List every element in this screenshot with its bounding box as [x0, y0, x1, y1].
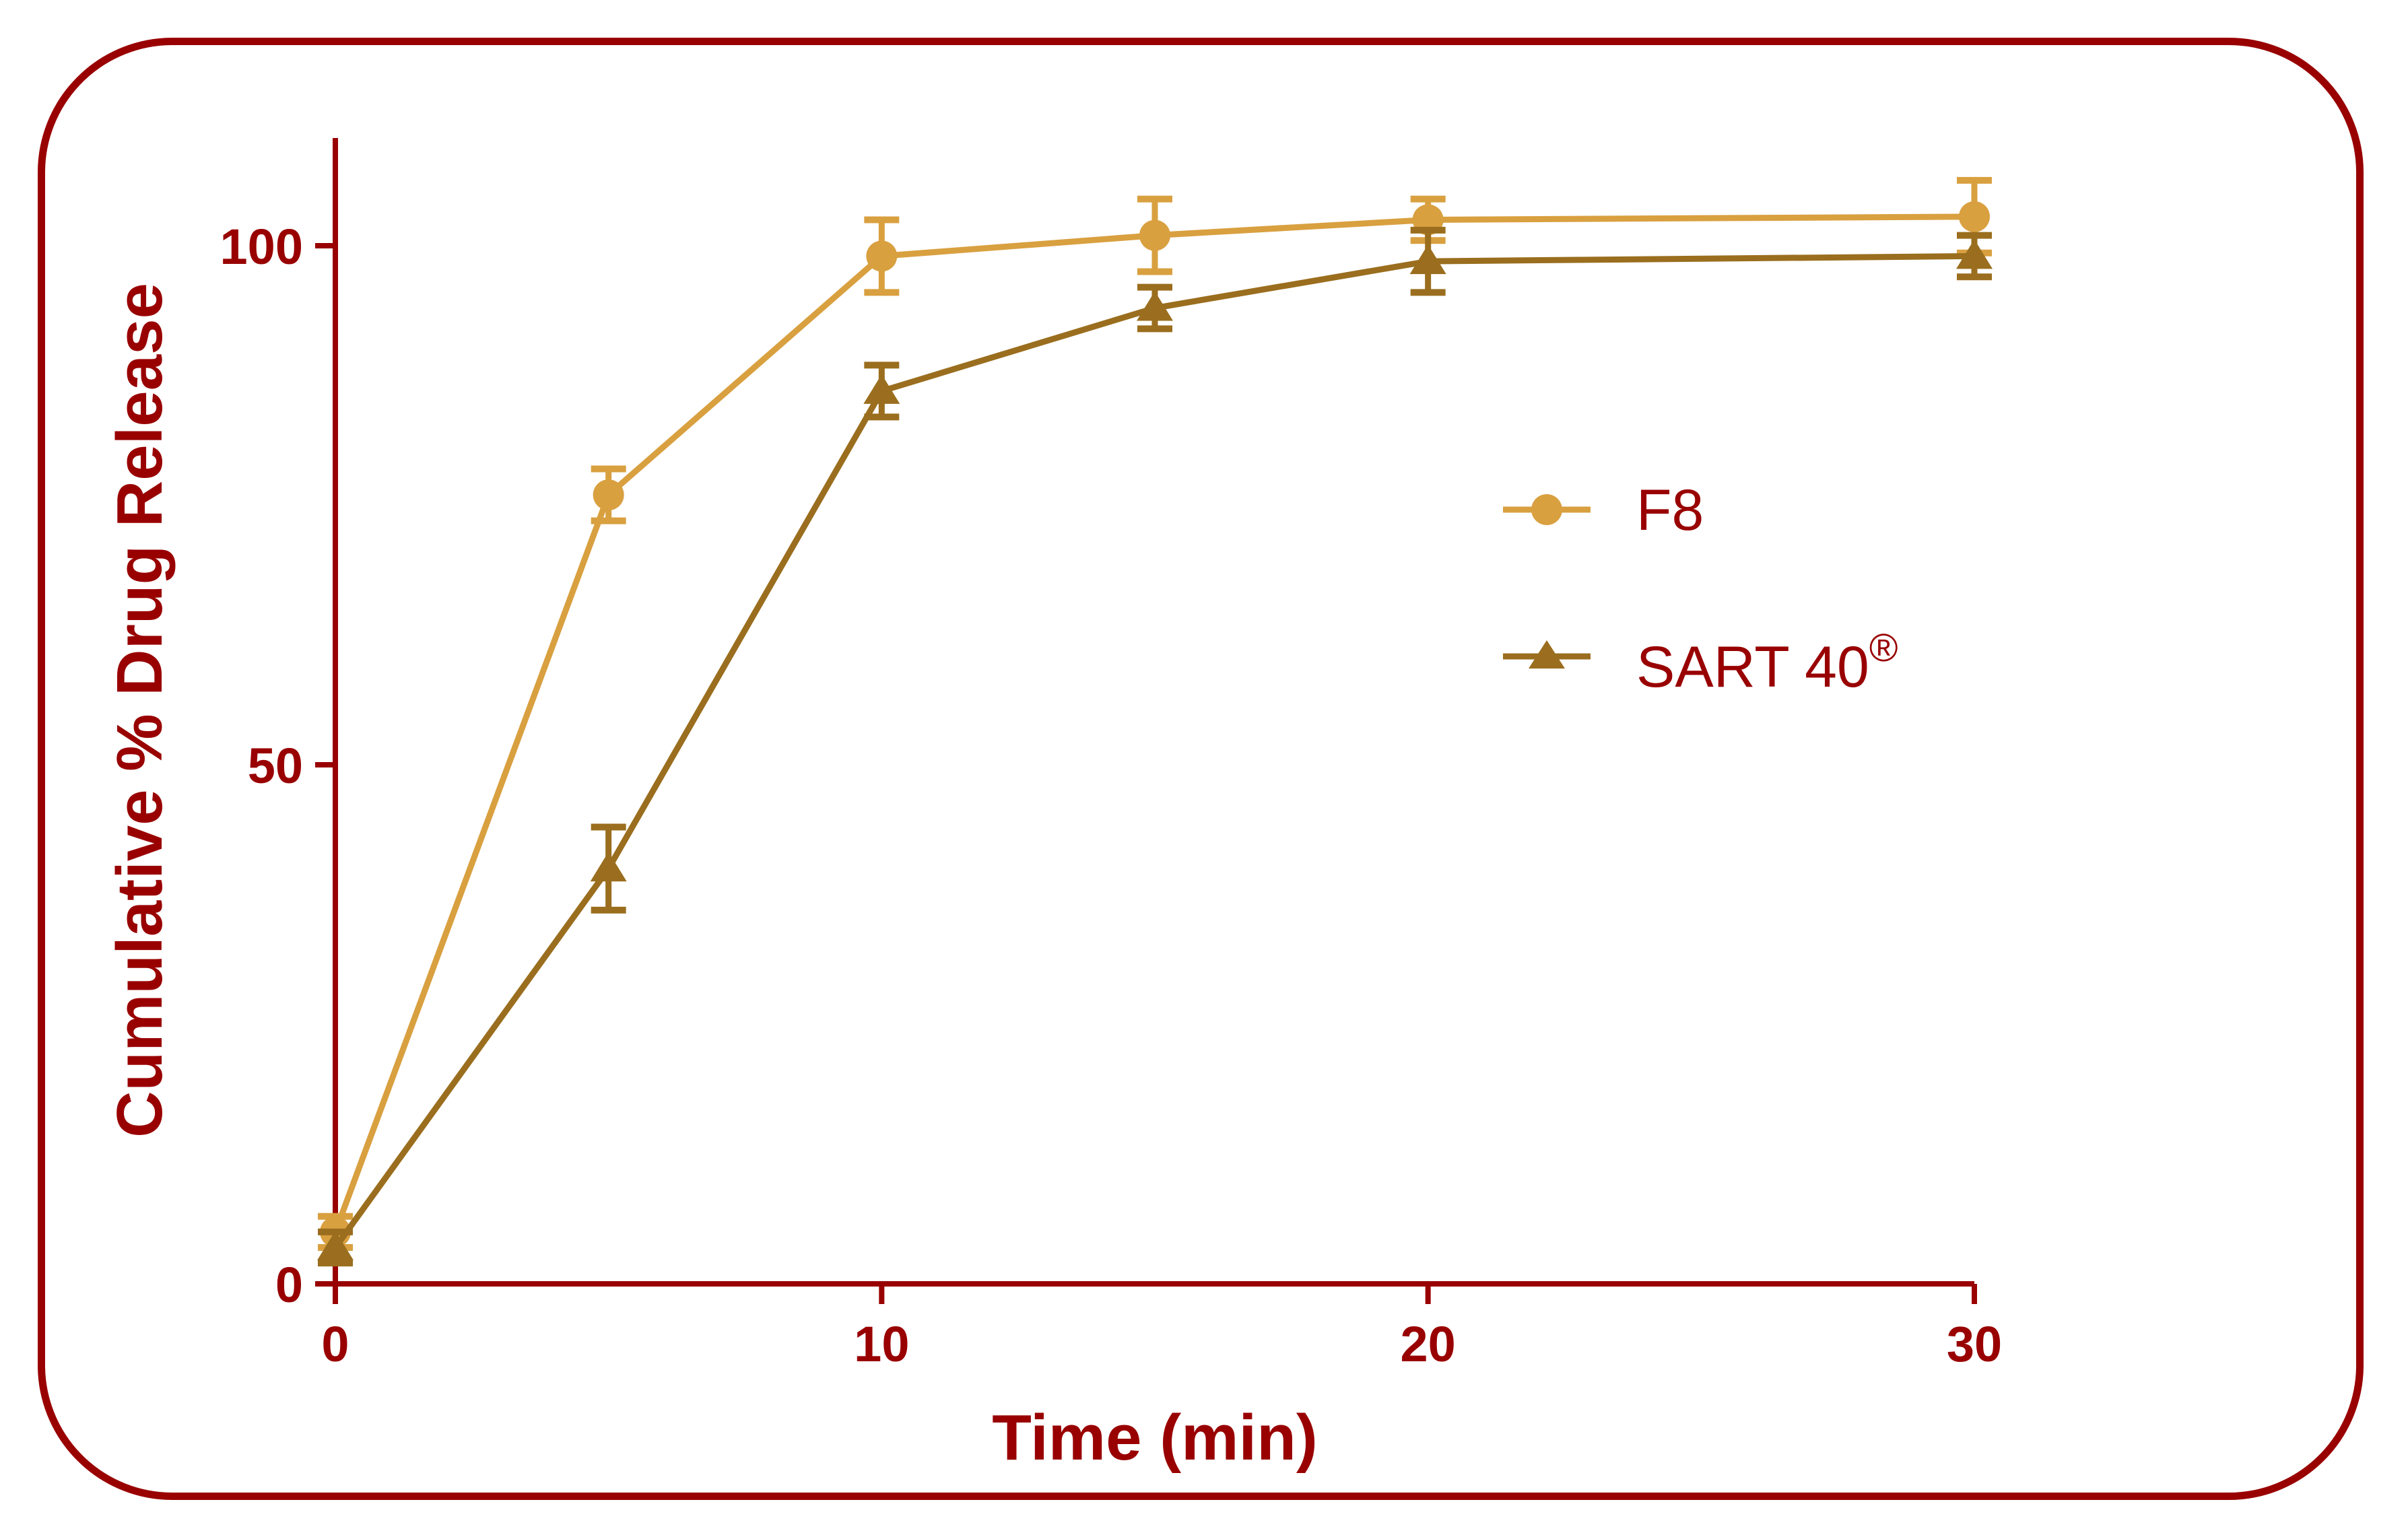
data-point [1956, 239, 1993, 269]
data-point [317, 1231, 354, 1261]
series-line [333, 252, 1975, 1250]
y-tick-label-100: 100 [220, 219, 303, 275]
series-layer [317, 176, 1993, 1267]
data-point [866, 240, 898, 272]
legend-marker-sart-40 [1529, 640, 1565, 669]
legend-item-f8: F8 [1503, 478, 1704, 543]
chart-frame [38, 38, 2364, 1500]
axes [333, 138, 1974, 1287]
legend: F8 SART 40® [1503, 478, 1898, 699]
legend-label-sart-40-base: SART 40 [1636, 635, 1869, 699]
data-point [1959, 201, 1990, 232]
data-point [863, 374, 900, 404]
y-tick-label-50: 50 [248, 738, 303, 794]
series-f8 [318, 176, 1992, 1252]
series-sart-40 [317, 226, 1993, 1267]
data-point [1137, 291, 1173, 321]
data-point [1139, 219, 1170, 251]
x-tick-label-30: 30 [1947, 1316, 2002, 1372]
legend-label-sart-40-sup: ® [1869, 626, 1898, 670]
x-tick-label-0: 0 [321, 1316, 349, 1372]
ticks: 0 10 20 30 0 50 100 [220, 219, 2003, 1372]
data-point [590, 852, 627, 882]
legend-label-f8: F8 [1636, 478, 1704, 543]
legend-item-sart-40: SART 40® [1503, 626, 1898, 699]
data-point [593, 479, 624, 511]
y-axis-title: Cumulative % Drug Release [104, 283, 176, 1138]
series-line [332, 213, 1975, 1233]
x-axis-title: Time (min) [992, 1402, 1318, 1474]
y-tick-label-0: 0 [275, 1257, 303, 1313]
x-tick-label-10: 10 [854, 1316, 909, 1372]
legend-label-sart-40: SART 40® [1636, 626, 1898, 699]
data-point [1409, 244, 1446, 275]
x-tick-label-20: 20 [1401, 1316, 1456, 1372]
legend-marker-f8 [1531, 494, 1562, 525]
